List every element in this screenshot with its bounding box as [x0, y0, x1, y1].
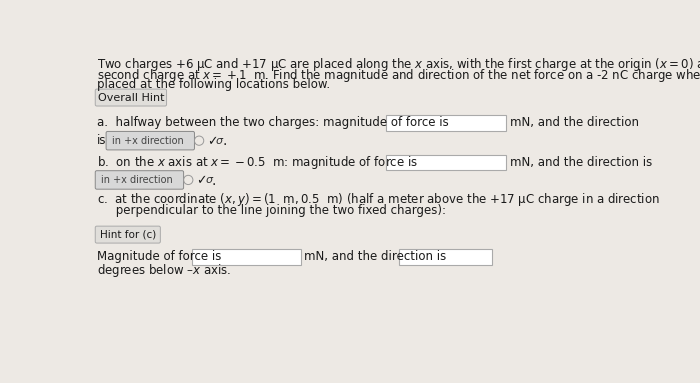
FancyBboxPatch shape [192, 249, 300, 265]
Text: is: is [97, 134, 106, 147]
FancyBboxPatch shape [95, 226, 160, 243]
Text: placed at the following locations below.: placed at the following locations below. [97, 77, 330, 90]
Text: second charge at $x = +1$  m. Find the magnitude and direction of the net force : second charge at $x = +1$ m. Find the ma… [97, 67, 700, 84]
FancyBboxPatch shape [386, 115, 506, 131]
Text: mN, and the direction: mN, and the direction [510, 116, 639, 129]
Text: $\sigma$: $\sigma$ [216, 136, 225, 146]
Text: in +x direction: in +x direction [101, 175, 172, 185]
Text: $\sigma$: $\sigma$ [204, 175, 214, 185]
Text: mN, and the direction is: mN, and the direction is [304, 250, 447, 264]
Text: Overall Hint: Overall Hint [98, 93, 164, 103]
Text: a.  halfway between the two charges: magnitude of force is: a. halfway between the two charges: magn… [97, 116, 449, 129]
FancyBboxPatch shape [106, 131, 195, 150]
Text: $\checkmark$: $\checkmark$ [196, 173, 206, 187]
FancyBboxPatch shape [95, 171, 183, 189]
Text: Two charges +6 μC and +17 μC are placed along the $x$ axis, with the first charg: Two charges +6 μC and +17 μC are placed … [97, 56, 700, 73]
Text: mN, and the direction is: mN, and the direction is [510, 156, 652, 169]
Text: b.  on the $x$ axis at $x = -0.5$  m: magnitude of force is: b. on the $x$ axis at $x = -0.5$ m: magn… [97, 154, 418, 171]
Text: in +x direction: in +x direction [111, 136, 183, 146]
Text: degrees below –$x$ axis.: degrees below –$x$ axis. [97, 262, 231, 279]
Text: .: . [223, 134, 227, 149]
Text: $\checkmark$: $\checkmark$ [207, 134, 217, 147]
Text: Magnitude of force is: Magnitude of force is [97, 250, 221, 264]
Text: c.  at the coordinate $(x, y) = (1$  m$, 0.5$  m$)$ (half a meter above the +17 : c. at the coordinate $(x, y) = (1$ m$, 0… [97, 192, 659, 208]
Text: Hint for (c): Hint for (c) [99, 230, 156, 240]
FancyBboxPatch shape [386, 154, 506, 170]
Text: perpendicular to the line joining the two fixed charges):: perpendicular to the line joining the tw… [97, 204, 446, 217]
Text: .: . [211, 174, 216, 188]
FancyBboxPatch shape [399, 249, 492, 265]
FancyBboxPatch shape [95, 89, 167, 106]
